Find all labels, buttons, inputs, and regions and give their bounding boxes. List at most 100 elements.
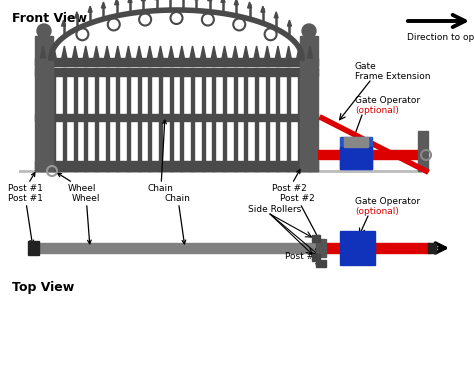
Bar <box>223 68 226 171</box>
Polygon shape <box>254 46 259 58</box>
Text: Chain: Chain <box>165 194 191 244</box>
Bar <box>418 131 428 171</box>
Bar <box>245 68 247 171</box>
Polygon shape <box>287 20 292 26</box>
Circle shape <box>302 24 316 38</box>
Bar <box>35 36 53 171</box>
Text: Wheel: Wheel <box>72 194 100 244</box>
Polygon shape <box>308 46 312 58</box>
Polygon shape <box>265 46 270 58</box>
Bar <box>116 68 119 171</box>
Bar <box>84 68 87 171</box>
Bar <box>340 137 372 169</box>
Polygon shape <box>247 2 252 8</box>
Bar <box>300 36 318 171</box>
Polygon shape <box>94 46 99 58</box>
Bar <box>191 68 194 171</box>
Bar <box>316 260 326 267</box>
Bar <box>202 68 205 171</box>
Bar <box>28 241 39 255</box>
Text: (optional): (optional) <box>355 106 399 115</box>
Bar <box>266 68 269 171</box>
Polygon shape <box>88 6 92 12</box>
Text: Post #1: Post #1 <box>8 173 43 193</box>
Polygon shape <box>222 46 227 58</box>
Polygon shape <box>274 12 278 18</box>
Bar <box>106 68 109 171</box>
Bar <box>73 68 76 171</box>
Polygon shape <box>115 0 118 5</box>
Bar <box>316 239 326 257</box>
Bar <box>95 68 98 171</box>
Bar <box>318 150 423 159</box>
Bar <box>180 68 183 171</box>
Bar <box>35 114 318 121</box>
Bar <box>127 68 130 171</box>
Polygon shape <box>234 0 238 5</box>
Bar <box>287 68 290 171</box>
Polygon shape <box>190 46 195 58</box>
Bar <box>312 235 320 242</box>
Bar <box>159 68 162 171</box>
Polygon shape <box>73 46 78 58</box>
Text: Wheel: Wheel <box>57 173 97 193</box>
Bar <box>255 68 258 171</box>
Text: Frame Extension: Frame Extension <box>355 72 430 81</box>
Bar <box>340 231 375 265</box>
Polygon shape <box>169 46 173 58</box>
Polygon shape <box>179 46 184 58</box>
Polygon shape <box>115 46 120 58</box>
Bar <box>312 254 320 261</box>
Bar <box>428 243 436 253</box>
Text: Side Rollers: Side Rollers <box>248 205 301 214</box>
Text: Gate Operator: Gate Operator <box>355 197 420 206</box>
Text: Post #1: Post #1 <box>8 194 43 244</box>
Bar <box>340 147 372 169</box>
Bar <box>320 243 430 253</box>
Polygon shape <box>75 12 79 18</box>
Polygon shape <box>83 46 88 58</box>
Polygon shape <box>105 46 109 58</box>
Polygon shape <box>221 0 225 3</box>
Text: Direction to open: Direction to open <box>407 33 474 42</box>
Bar <box>35 243 320 253</box>
Polygon shape <box>137 46 142 58</box>
Circle shape <box>37 24 51 38</box>
Polygon shape <box>275 46 281 58</box>
Polygon shape <box>286 46 291 58</box>
Bar <box>35 161 318 171</box>
Polygon shape <box>51 46 56 58</box>
Polygon shape <box>208 0 212 1</box>
Polygon shape <box>261 6 265 12</box>
Polygon shape <box>201 46 206 58</box>
Bar <box>148 68 151 171</box>
Text: Chain: Chain <box>148 120 174 193</box>
Polygon shape <box>62 20 65 26</box>
Polygon shape <box>128 0 132 3</box>
Polygon shape <box>158 46 163 58</box>
Bar <box>212 68 215 171</box>
Polygon shape <box>62 46 67 58</box>
Text: Top View: Top View <box>12 281 74 294</box>
Text: Gate Operator: Gate Operator <box>355 96 420 105</box>
Bar <box>35 68 318 76</box>
Polygon shape <box>297 46 302 58</box>
Text: (optional): (optional) <box>355 207 399 216</box>
Bar <box>42 68 45 171</box>
Bar <box>234 68 237 171</box>
Polygon shape <box>101 2 105 8</box>
Bar <box>35 58 318 66</box>
Polygon shape <box>233 46 238 58</box>
Polygon shape <box>126 46 131 58</box>
Bar <box>170 68 173 171</box>
Bar <box>137 68 141 171</box>
Bar <box>276 68 280 171</box>
Polygon shape <box>141 0 145 1</box>
Polygon shape <box>40 46 46 58</box>
Bar <box>344 137 368 147</box>
Bar <box>52 68 55 171</box>
Text: Post #2: Post #2 <box>280 194 319 239</box>
Text: Front View: Front View <box>12 12 87 25</box>
Text: Gate: Gate <box>355 62 377 71</box>
Text: Post #3: Post #3 <box>285 252 320 264</box>
